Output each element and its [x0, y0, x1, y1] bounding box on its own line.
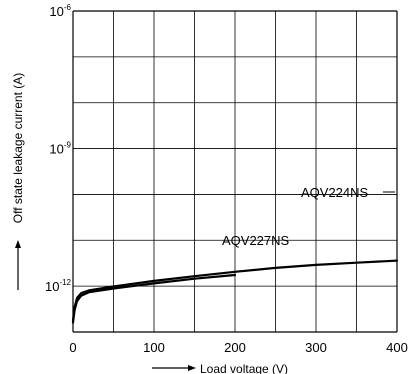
x-tick-label: 100: [143, 340, 165, 355]
y-tick-label: 10-12: [45, 278, 72, 294]
series-label-aqv227ns: AQV227NS: [222, 233, 290, 248]
y-tick-labels: 10-6 10-9 10-12: [45, 3, 72, 294]
y-tick-label: 10-9: [49, 141, 71, 157]
y-axis-label: Off state leakage current (A): [11, 73, 25, 224]
x-tick-labels: 0 100 200 300 400: [69, 340, 407, 355]
x-tick-label: 400: [386, 340, 408, 355]
x-axis-label: Load voltage (V): [200, 362, 288, 374]
series-label-aqv224ns: AQV224NS: [301, 185, 369, 200]
grid: [73, 11, 397, 332]
x-tick-label: 300: [305, 340, 327, 355]
x-tick-label: 200: [224, 340, 246, 355]
y-axis-arrowhead: [15, 240, 21, 248]
y-tick-label: 10-6: [49, 3, 71, 19]
x-axis-arrowhead: [188, 365, 196, 371]
x-tick-label: 0: [69, 340, 76, 355]
